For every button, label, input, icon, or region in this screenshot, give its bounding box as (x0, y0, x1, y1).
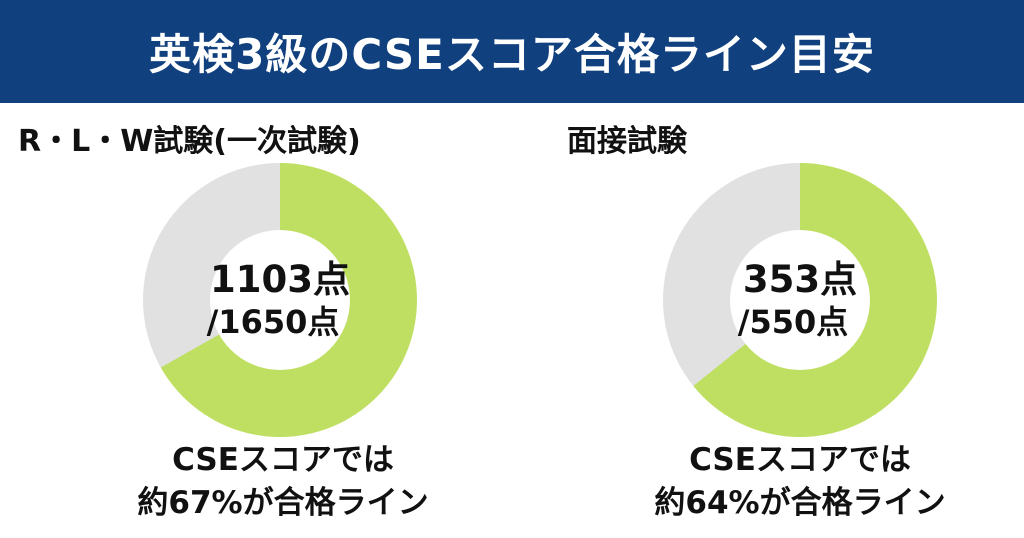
passing-score-first-stage: 1103点 (210, 258, 350, 301)
caption-interview: CSEスコアでは 約64%が合格ライン (610, 439, 990, 525)
caption-interview-line1: CSEスコアでは (689, 442, 911, 478)
donut-chart-interview: 353点 /550点 (663, 163, 937, 437)
passing-score-interview: 353点 (742, 258, 858, 301)
donut-chart-first-stage: 1103点 /1650点 (143, 163, 417, 437)
donut-hole-interview: 353点 /550点 (730, 230, 870, 370)
caption-first-stage: CSEスコアでは 約67%が合格ライン (93, 439, 473, 525)
page-title: 英検3級のCSEスコア合格ライン目安 (149, 30, 875, 79)
section-heading-first-stage-exam: R・L・W試験(一次試験) (18, 124, 361, 159)
total-score-interview: /550点 (737, 303, 849, 341)
header-banner: 英検3級のCSEスコア合格ライン目安 (0, 0, 1024, 103)
donut-hole-first-stage: 1103点 /1650点 (206, 230, 350, 370)
caption-first-stage-line2: 約67%が合格ライン (137, 485, 429, 521)
caption-first-stage-line1: CSEスコアでは (172, 442, 394, 478)
total-score-first-stage: /1650点 (206, 303, 340, 341)
caption-interview-line2: 約64%が合格ライン (654, 485, 946, 521)
section-heading-interview-exam: 面接試験 (567, 124, 687, 159)
